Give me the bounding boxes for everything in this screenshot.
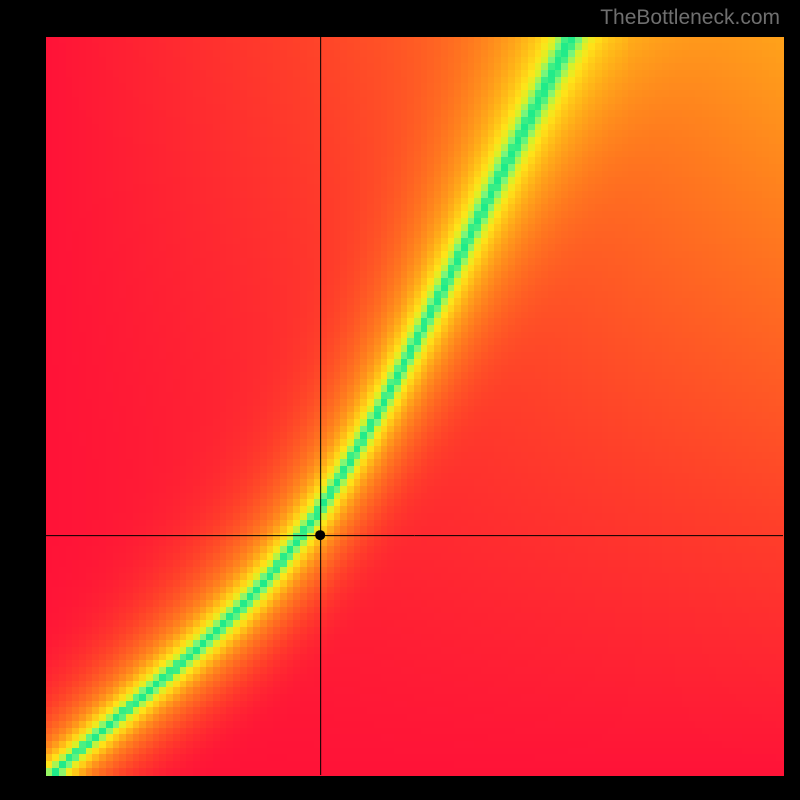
- chart-container: TheBottleneck.com: [0, 0, 800, 800]
- watermark-text: TheBottleneck.com: [600, 6, 780, 30]
- heatmap-canvas: [0, 0, 800, 800]
